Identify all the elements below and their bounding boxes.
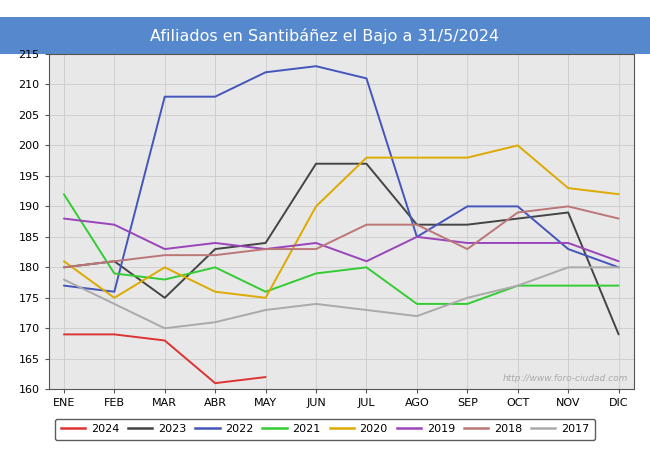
Text: Afiliados en Santibáñez el Bajo a 31/5/2024: Afiliados en Santibáñez el Bajo a 31/5/2… — [150, 27, 500, 44]
Legend: 2024, 2023, 2022, 2021, 2020, 2019, 2018, 2017: 2024, 2023, 2022, 2021, 2020, 2019, 2018… — [55, 418, 595, 440]
Text: http://www.foro-ciudad.com: http://www.foro-ciudad.com — [502, 374, 628, 382]
